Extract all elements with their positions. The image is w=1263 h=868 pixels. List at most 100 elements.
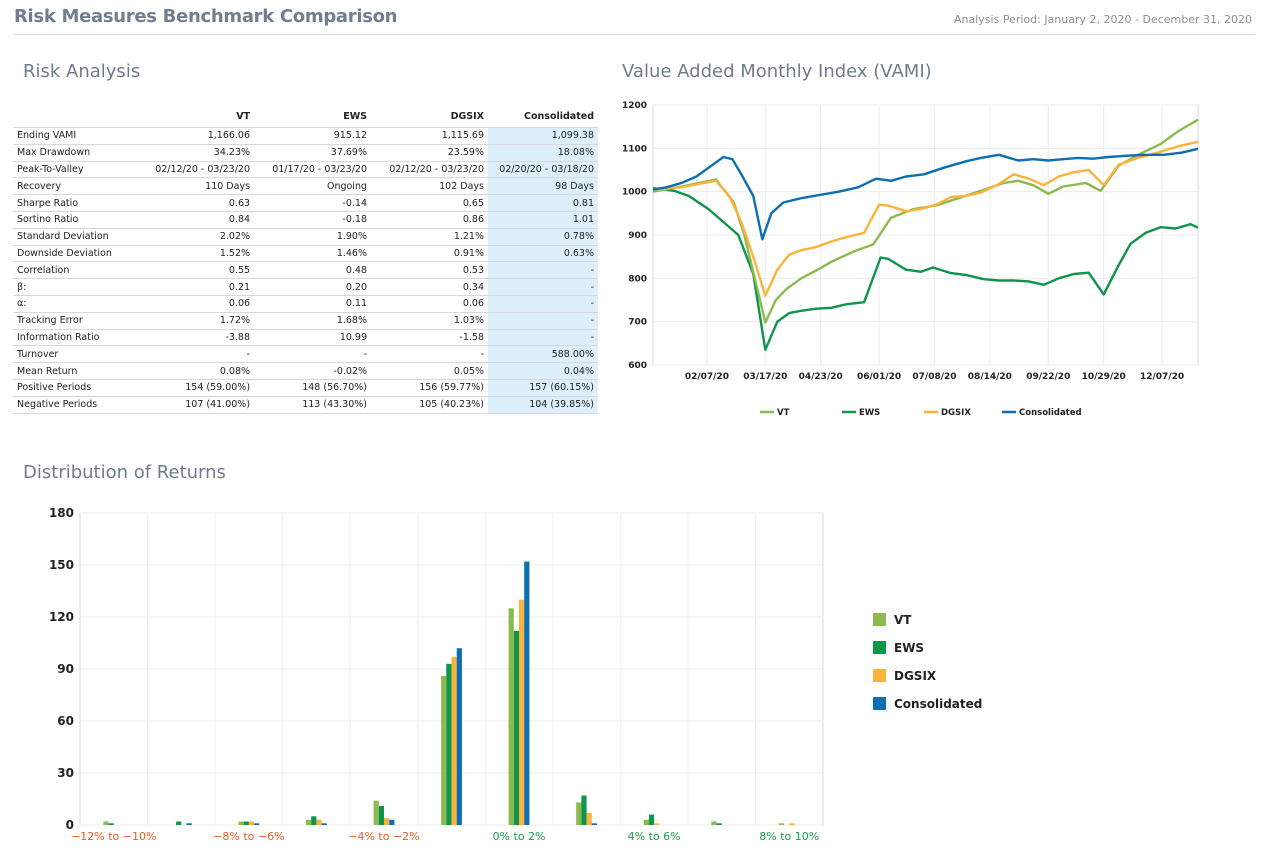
cell-value: -	[488, 294, 598, 313]
cell-value: 0.63%	[488, 244, 598, 262]
series-line-vt	[652, 118, 1199, 324]
series-line-consolidated	[652, 147, 1199, 241]
bar-dgsix	[451, 656, 457, 825]
bar-dgsix	[316, 819, 322, 825]
cell-value: 1,099.38	[488, 127, 598, 145]
cell-value: 157 (60.15%)	[488, 378, 598, 397]
legend-label: DGSIX	[941, 408, 971, 418]
y-tick-label: 700	[628, 318, 647, 328]
legend-swatch	[873, 669, 886, 682]
cell-value: 102 Days	[371, 177, 488, 195]
bar-vt	[441, 675, 447, 825]
table-header-row: VT EWS DGSIX Consolidated	[13, 109, 598, 128]
bar-vt	[238, 821, 244, 825]
table-row: Positive Periods 154 (59.00%) 148 (56.70%)…	[13, 378, 598, 397]
x-tick-label: 12/07/20	[1140, 372, 1184, 382]
series-line-ews	[652, 187, 1199, 351]
bar-dgsix	[654, 823, 660, 825]
distribution-heading: Distribution of Returns	[23, 462, 226, 483]
cell-value: 588.00%	[488, 345, 598, 363]
legend-swatch	[873, 641, 886, 654]
bar-ews	[716, 823, 722, 825]
bar-consolidated	[254, 823, 260, 825]
cell-value: 0.05%	[371, 362, 488, 380]
cell-value: 105 (40.23%)	[371, 395, 488, 414]
row-label: Tracking Error	[13, 311, 142, 330]
table-row: Tracking Error 1.72% 1.68% 1.03% -	[13, 311, 598, 330]
cell-value: 1.52%	[141, 244, 255, 262]
y-tick-label: 150	[49, 558, 74, 572]
cell-value: 1.21%	[371, 227, 488, 246]
legend-label: VT	[777, 408, 790, 418]
table-body: Ending VAMI 1,166.06 915.12 1,115.69 1,099.3…	[13, 127, 598, 414]
table-row: Sharpe Ratio 0.63 -0.14 0.65 0.81	[13, 194, 598, 212]
bar-consolidated	[389, 819, 395, 825]
y-tick-label: 1000	[622, 188, 647, 198]
cell-value: 0.81	[488, 194, 598, 212]
table-row: Standard Deviation 2.02% 1.90% 1.21% 0.78%	[13, 227, 598, 246]
bar-ews	[648, 814, 655, 825]
header-dgsix: DGSIX	[450, 110, 484, 122]
cell-value: 0.06	[371, 294, 488, 313]
risk-analysis-table: VT EWS DGSIX Consolidated Ending VAMI 1,166.…	[13, 109, 598, 414]
table-row: Downside Deviation 1.52% 1.46% 0.91% 0.63%	[13, 244, 598, 262]
bar-ews	[581, 795, 587, 825]
y-tick-label: 1100	[622, 144, 647, 154]
legend-label: EWS	[859, 408, 880, 418]
series-line-dgsix	[652, 140, 1199, 297]
row-label: α:	[13, 294, 142, 313]
bar-consolidated	[591, 823, 597, 825]
x-tick-label: 09/22/20	[1026, 372, 1070, 382]
cell-value: 1.46%	[254, 244, 372, 262]
cell-value: 113 (43.30%)	[254, 395, 372, 414]
header-metric	[13, 109, 142, 128]
bar-ews	[446, 663, 452, 825]
cell-value: 0.78%	[488, 227, 598, 246]
cell-value: 148 (56.70%)	[254, 378, 372, 397]
x-tick-label: −8% to −6%	[213, 830, 284, 843]
cell-value: 02/12/20 - 03/23/20	[141, 160, 255, 178]
bar-vt	[643, 819, 649, 825]
header-consolidated: Consolidated	[524, 110, 594, 122]
x-tick-label: 03/17/20	[743, 372, 787, 382]
bar-dgsix	[586, 812, 592, 825]
x-tick-label: −4% to −2%	[348, 830, 419, 843]
legend-label: Consolidated	[894, 697, 982, 711]
cell-value: -	[141, 345, 255, 363]
cell-value: 01/17/20 - 03/23/20	[254, 160, 372, 178]
bar-vt	[576, 802, 582, 825]
row-label: Sharpe Ratio	[13, 194, 142, 212]
cell-value: -0.02%	[254, 362, 372, 380]
x-tick-label: 06/01/20	[857, 372, 901, 382]
bar-vt	[508, 608, 514, 825]
row-label: Turnover	[13, 345, 142, 363]
table-row: Max Drawdown 34.23% 37.69% 23.59% 18.08%	[13, 143, 598, 162]
table-row: Negative Periods 107 (41.00%) 113 (43.30%)…	[13, 395, 598, 414]
row-label: Information Ratio	[13, 328, 142, 346]
table-row: Sortino Ratio 0.84 -0.18 0.86 1.01	[13, 210, 598, 229]
page-title: Risk Measures Benchmark Comparison	[14, 6, 398, 27]
cell-value: 1.90%	[254, 227, 372, 246]
y-tick-label: 0	[66, 818, 74, 832]
x-tick-label: 0% to 2%	[493, 830, 546, 843]
x-tick-label: 8% to 10%	[759, 830, 819, 843]
bar-ews	[378, 805, 384, 825]
y-tick-label: 90	[57, 662, 74, 676]
table-row: Ending VAMI 1,166.06 915.12 1,115.69 1,099.3…	[13, 127, 598, 145]
table-row: Correlation 0.55 0.48 0.53-	[13, 261, 598, 279]
bar-consolidated	[456, 648, 462, 825]
bar-consolidated	[186, 823, 192, 825]
cell-value: 0.53	[371, 261, 488, 279]
x-tick-label: 04/23/20	[799, 372, 843, 382]
y-tick-label: 900	[628, 231, 647, 241]
table-row: Peak-To-Valley 02/12/20 - 03/23/20 01/17/2…	[13, 160, 598, 178]
cell-value: -	[488, 311, 598, 330]
cell-value: 02/20/20 - 03/18/20	[488, 160, 598, 178]
x-tick-label: 07/08/20	[912, 372, 956, 382]
cell-value: -	[488, 261, 598, 279]
cell-value: 107 (41.00%)	[141, 395, 255, 414]
row-label: Max Drawdown	[13, 143, 142, 162]
bar-consolidated	[321, 823, 327, 825]
cell-value: -	[254, 345, 372, 363]
cell-value: 34.23%	[141, 143, 255, 162]
